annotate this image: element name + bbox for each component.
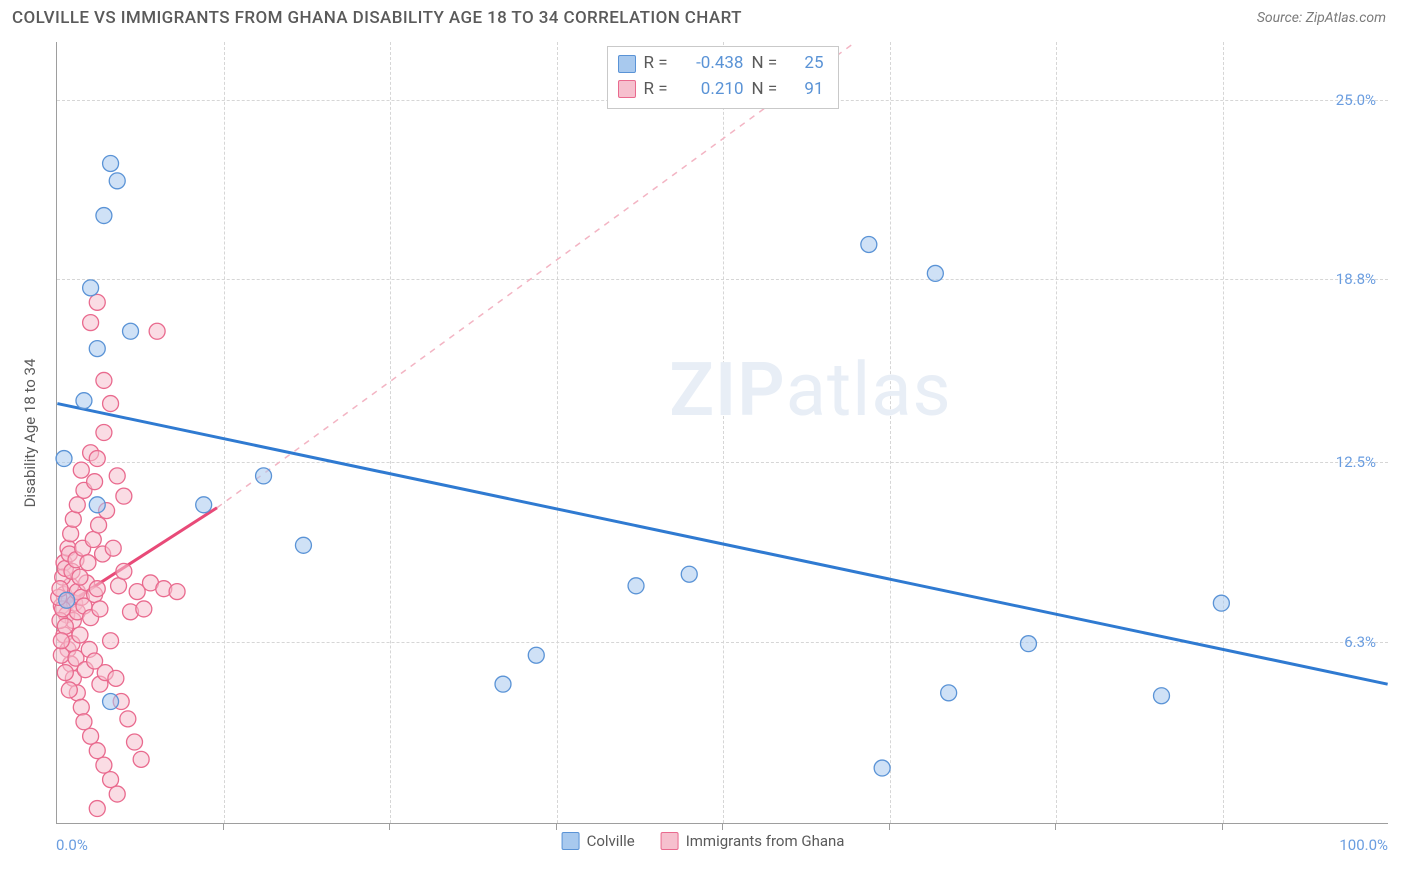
y-tick-label: 12.5% <box>1336 453 1376 471</box>
gridline-v <box>557 42 558 823</box>
gridline-v <box>1056 42 1057 823</box>
stats-row-pink: R = 0.210 N = 91 <box>618 77 824 103</box>
x-tick <box>1055 824 1056 830</box>
x-tick <box>223 824 224 830</box>
y-tick-label: 25.0% <box>1336 91 1376 109</box>
legend-item-ghana: Immigrants from Ghana <box>661 832 845 850</box>
gridline-h <box>57 642 1388 643</box>
series-legend: Colville Immigrants from Ghana <box>562 832 845 850</box>
watermark-atlas: atlas <box>786 347 952 434</box>
y-axis-label-wrap: Disability Age 18 to 34 <box>10 42 32 824</box>
swatch-pink-icon <box>618 80 636 98</box>
n-value-blue: 25 <box>790 51 824 77</box>
x-tick <box>889 824 890 830</box>
y-tick-label: 6.3% <box>1344 633 1376 651</box>
legend-label-colville: Colville <box>587 832 635 850</box>
x-tick <box>389 824 390 830</box>
swatch-pink-icon <box>661 832 679 850</box>
gridline-v <box>224 42 225 823</box>
gridline-v <box>390 42 391 823</box>
stats-row-blue: R = -0.438 N = 25 <box>618 51 824 77</box>
chart-title: COLVILLE VS IMMIGRANTS FROM GHANA DISABI… <box>12 8 742 28</box>
n-label: N = <box>752 51 782 77</box>
x-tick <box>722 824 723 830</box>
gridline-v <box>723 42 724 823</box>
n-value-pink: 91 <box>790 77 824 103</box>
gridline-h <box>57 462 1388 463</box>
chart-header: COLVILLE VS IMMIGRANTS FROM GHANA DISABI… <box>0 0 1406 38</box>
stats-legend: R = -0.438 N = 25 R = 0.210 N = 91 <box>607 46 839 109</box>
r-value-pink: 0.210 <box>682 77 744 103</box>
r-label: R = <box>644 51 674 77</box>
gridline-v <box>890 42 891 823</box>
x-tick <box>1222 824 1223 830</box>
y-tick-label: 18.8% <box>1336 270 1376 288</box>
watermark: ZIPatlas <box>669 347 951 434</box>
r-value-blue: -0.438 <box>682 51 744 77</box>
chart-container: Disability Age 18 to 34 ZIPatlas R = -0.… <box>10 42 1396 882</box>
r-label: R = <box>644 77 674 103</box>
gridline-h <box>57 279 1388 280</box>
source-attribution: Source: ZipAtlas.com <box>1257 10 1386 26</box>
x-axis-end-label: 100.0% <box>1339 836 1388 854</box>
swatch-blue-icon <box>562 832 580 850</box>
x-tick <box>556 824 557 830</box>
legend-item-colville: Colville <box>562 832 635 850</box>
legend-label-ghana: Immigrants from Ghana <box>686 832 845 850</box>
gridline-v <box>1223 42 1224 823</box>
plot-area: ZIPatlas R = -0.438 N = 25 R = 0.210 N =… <box>56 42 1388 824</box>
x-axis-start-label: 0.0% <box>56 836 88 854</box>
watermark-zip: ZIP <box>669 347 786 434</box>
swatch-blue-icon <box>618 55 636 73</box>
y-axis-label: Disability Age 18 to 34 <box>21 333 39 533</box>
n-label: N = <box>752 77 782 103</box>
